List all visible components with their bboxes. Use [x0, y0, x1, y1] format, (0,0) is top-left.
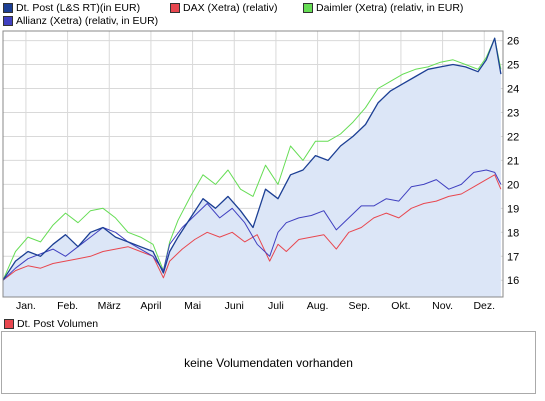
x-tick-label: Juni	[225, 300, 244, 312]
y-tick-label: 16	[507, 275, 519, 287]
legend-swatch	[3, 16, 13, 26]
x-tick-label: Jan.	[16, 300, 36, 312]
legend-label: Daimler (Xetra) (relativ, in EUR)	[316, 2, 464, 14]
x-tick-label: Juli	[268, 300, 284, 312]
x-tick-label: April	[140, 300, 161, 312]
series-line-daimler-xetra-relativ-in-eur	[2, 37, 502, 281]
x-tick-label: Sep.	[348, 300, 370, 312]
y-tick-label: 23	[507, 107, 519, 119]
plot-frame	[2, 30, 504, 298]
legend-item-daimler: Daimler (Xetra) (relativ, in EUR)	[303, 2, 463, 14]
series-area-dt-post-l-s-rt-in-eur	[3, 38, 501, 297]
series-line-dax-xetra-relativ	[2, 174, 502, 281]
legend-label: Dt. Post (L&S RT)(in EUR)	[16, 2, 141, 14]
y-tick-label: 21	[507, 155, 519, 167]
x-tick-label: Aug.	[307, 300, 329, 312]
legend-swatch	[170, 3, 180, 13]
volume-panel: keine Volumendaten vorhanden	[1, 331, 536, 394]
y-tick-label: 17	[507, 251, 519, 263]
x-tick-label: Mai	[184, 300, 201, 312]
chart-tick-labels: 16 17 18 19 20 21 22 23 24 25 26 Jan. Feb. März April M…	[16, 36, 519, 312]
x-tick-label: Feb.	[57, 300, 78, 312]
chart-area-layer	[3, 38, 501, 297]
legend-label: DAX (Xetra) (relativ)	[183, 2, 278, 14]
x-tick-label: Okt.	[391, 300, 410, 312]
legend-swatch	[3, 3, 13, 13]
y-tick-label: 18	[507, 227, 519, 239]
x-tick-label: März	[98, 300, 121, 312]
legend-swatch	[303, 3, 313, 13]
y-tick-label: 22	[507, 131, 519, 143]
y-tick-label: 24	[507, 84, 519, 96]
series-line-dt-post-l-s-rt-in-eur	[2, 37, 502, 281]
y-tick-label: 19	[507, 203, 519, 215]
x-tick-label: Nov.	[432, 300, 453, 312]
legend-label: Allianz (Xetra) (relativ, in EUR)	[16, 15, 159, 27]
y-tick-label: 20	[507, 179, 519, 191]
y-tick-label: 25	[507, 60, 519, 72]
volume-legend: Dt. Post Volumen	[4, 318, 98, 330]
volume-empty-message: keine Volumendaten vorhanden	[184, 356, 353, 370]
chart-series-layer	[2, 37, 502, 281]
y-tick-label: 26	[507, 36, 519, 48]
legend-item-dt-post: Dt. Post (L&S RT)(in EUR)	[3, 2, 140, 14]
legend-item-dax: DAX (Xetra) (relativ)	[170, 2, 278, 14]
volume-legend-swatch	[4, 319, 14, 329]
x-tick-label: Dez.	[473, 300, 495, 312]
volume-legend-label: Dt. Post Volumen	[17, 318, 99, 330]
series-line-allianz-xetra-relativ-in-eur	[2, 169, 502, 281]
legend-item-allianz: Allianz (Xetra) (relativ, in EUR)	[3, 15, 158, 27]
price-chart: 16 17 18 19 20 21 22 23 24 25 26 Jan. Feb. März April M…	[2, 30, 519, 312]
